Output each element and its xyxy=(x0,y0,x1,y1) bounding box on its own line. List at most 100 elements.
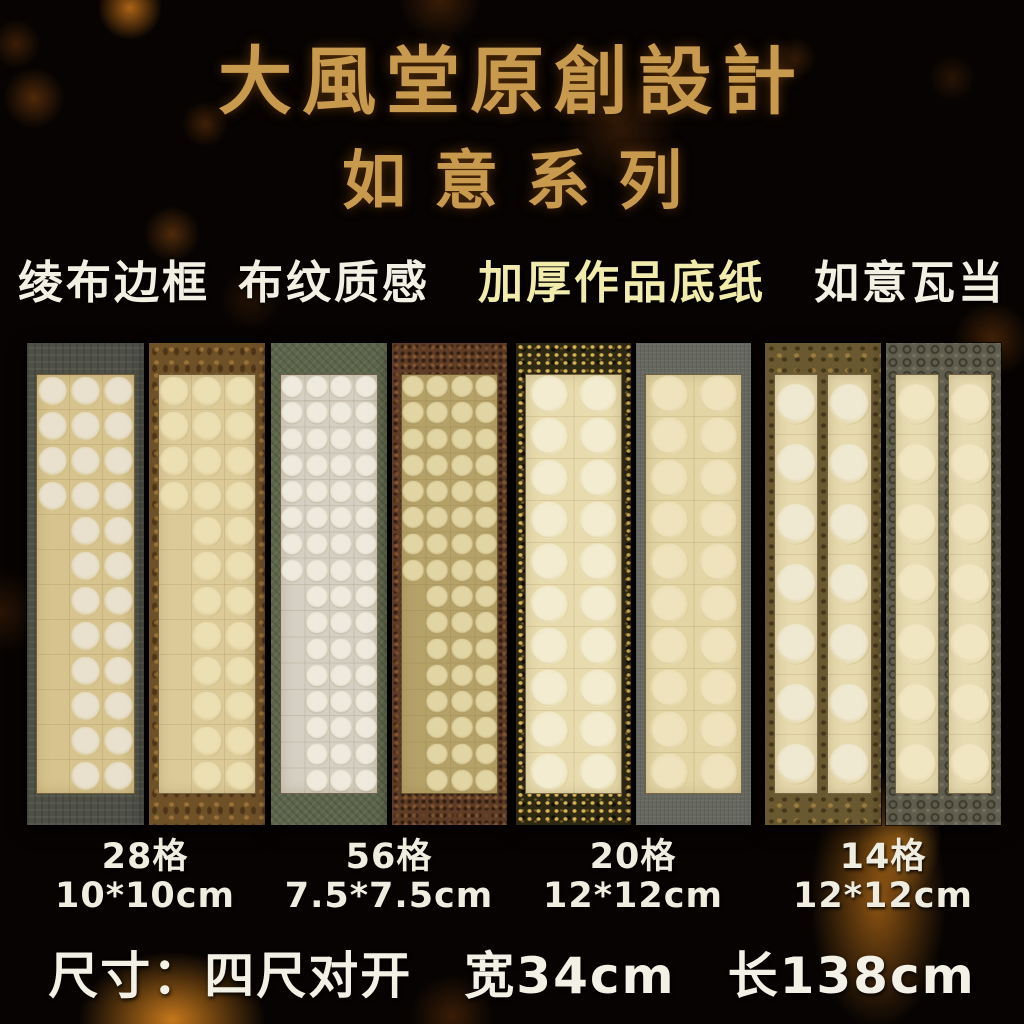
grid-cell-medallion xyxy=(103,551,134,582)
grid-cell-medallion xyxy=(578,459,618,499)
grid-cell-medallion xyxy=(191,621,223,652)
grid-cell-medallion xyxy=(329,638,353,662)
label-cell-count: 20格 xyxy=(589,837,677,877)
grid-cell-medallion xyxy=(896,743,937,785)
grid-cell-medallion xyxy=(305,585,329,609)
grid-cell-medallion xyxy=(37,411,68,442)
grid-cell-medallion xyxy=(775,683,817,725)
grid-cell-medallion xyxy=(698,375,738,415)
label-cell-size: 12*12cm xyxy=(543,876,723,916)
grid-cell-medallion xyxy=(425,428,449,452)
grid-cell-medallion xyxy=(103,481,134,512)
grid-cell-medallion xyxy=(474,375,498,399)
grid-cell-medallion xyxy=(224,551,256,582)
grid-cell-medallion xyxy=(828,383,870,425)
grid-cell-medallion xyxy=(354,769,378,793)
grid-cell-medallion xyxy=(775,563,817,605)
grid-cell-medallion xyxy=(305,664,329,688)
grid-cell-medallion xyxy=(828,683,870,725)
grid-cell-medallion xyxy=(305,480,329,504)
grid-cell-medallion xyxy=(425,506,449,530)
grid-cell-medallion xyxy=(649,669,689,709)
grid-cell-medallion xyxy=(103,411,134,442)
paper-panel xyxy=(827,374,872,794)
grid-cell-medallion xyxy=(70,621,101,652)
grid-cell-medallion xyxy=(329,743,353,767)
grid-cell-medallion xyxy=(578,501,618,541)
grid-cell-medallion xyxy=(354,716,378,740)
grid-cell-medallion xyxy=(103,621,134,652)
grid-cell-medallion xyxy=(224,691,256,722)
grid-cell-medallion xyxy=(329,375,353,399)
grid-cell-medallion xyxy=(103,446,134,477)
grid-cell-medallion xyxy=(529,543,569,583)
grid-cell-medallion xyxy=(896,443,937,485)
grid-cell-medallion xyxy=(474,743,498,767)
grid-cell-medallion xyxy=(896,383,937,425)
grid-cell-medallion xyxy=(224,656,256,687)
grid-cell-medallion xyxy=(450,638,474,662)
grid-cell-medallion xyxy=(354,664,378,688)
grid-cell-medallion xyxy=(698,417,738,457)
grid-cell-medallion xyxy=(305,559,329,583)
label-cell-size: 12*12cm xyxy=(793,876,973,916)
grid-cell-medallion xyxy=(425,716,449,740)
grid-cell-medallion xyxy=(474,664,498,688)
grid-cell-medallion xyxy=(280,428,304,452)
grid-cell-medallion xyxy=(474,533,498,557)
grid-cell-medallion xyxy=(474,480,498,504)
grid-cell-medallion xyxy=(828,563,870,605)
grid-cell-medallion xyxy=(191,446,223,477)
grid-cell-medallion xyxy=(649,417,689,457)
grid-cell-medallion xyxy=(354,611,378,635)
paper-panel xyxy=(894,374,939,794)
grid-cell-medallion xyxy=(224,376,256,407)
grid-cell-medallion xyxy=(354,375,378,399)
grid-cell-medallion xyxy=(949,563,991,605)
paper-area xyxy=(774,374,872,794)
scroll-56-grid-maroon-brocade xyxy=(392,343,508,825)
scroll-group-1 xyxy=(27,343,265,825)
grid-cell-medallion xyxy=(450,690,474,714)
grid-cell-medallion xyxy=(649,753,689,793)
grid-cell-medallion xyxy=(698,543,738,583)
grid-cell-medallion xyxy=(305,690,329,714)
scroll-14-grid-gold-motif-border xyxy=(765,343,881,825)
group-label-4: 14格 12*12cm xyxy=(793,838,973,916)
grid-cell-medallion xyxy=(425,585,449,609)
grid-cell-medallion xyxy=(474,585,498,609)
grid-cell-medallion xyxy=(354,506,378,530)
grid-cell-medallion xyxy=(450,454,474,478)
grid-cell-medallion xyxy=(191,586,223,617)
grid-cell-medallion xyxy=(191,376,223,407)
paper-area xyxy=(525,374,622,794)
scroll-20-grid-gray-border xyxy=(636,343,751,825)
grid-cell-medallion xyxy=(224,446,256,477)
grid-cell-medallion xyxy=(529,711,569,751)
grid-cell-medallion xyxy=(450,401,474,425)
grid-cell-medallion xyxy=(775,623,817,665)
grid-cell-medallion xyxy=(425,480,449,504)
paper-panel xyxy=(774,374,819,794)
grid-cell-medallion xyxy=(698,669,738,709)
grid-cell-medallion xyxy=(158,411,190,442)
grid-cell-medallion xyxy=(224,761,256,792)
grid-cell-medallion xyxy=(158,376,190,407)
grid-cell-medallion xyxy=(103,726,134,757)
grid-cell-medallion xyxy=(354,585,378,609)
grid-cell-medallion xyxy=(949,443,991,485)
paper-area xyxy=(280,374,378,794)
group-label-2: 56格 7.5*7.5cm xyxy=(285,838,494,916)
grid-cell-medallion xyxy=(578,585,618,625)
grid-cell-medallion xyxy=(305,428,329,452)
grid-cell-medallion xyxy=(425,375,449,399)
paper-area xyxy=(894,374,992,794)
grid-cell-medallion xyxy=(949,623,991,665)
label-cell-count: 28格 xyxy=(101,837,189,877)
grid-cell-medallion xyxy=(828,503,870,545)
grid-cell-medallion xyxy=(191,691,223,722)
grid-cell-medallion xyxy=(70,516,101,547)
grid-cell-medallion xyxy=(280,401,304,425)
grid-cell-medallion xyxy=(474,611,498,635)
